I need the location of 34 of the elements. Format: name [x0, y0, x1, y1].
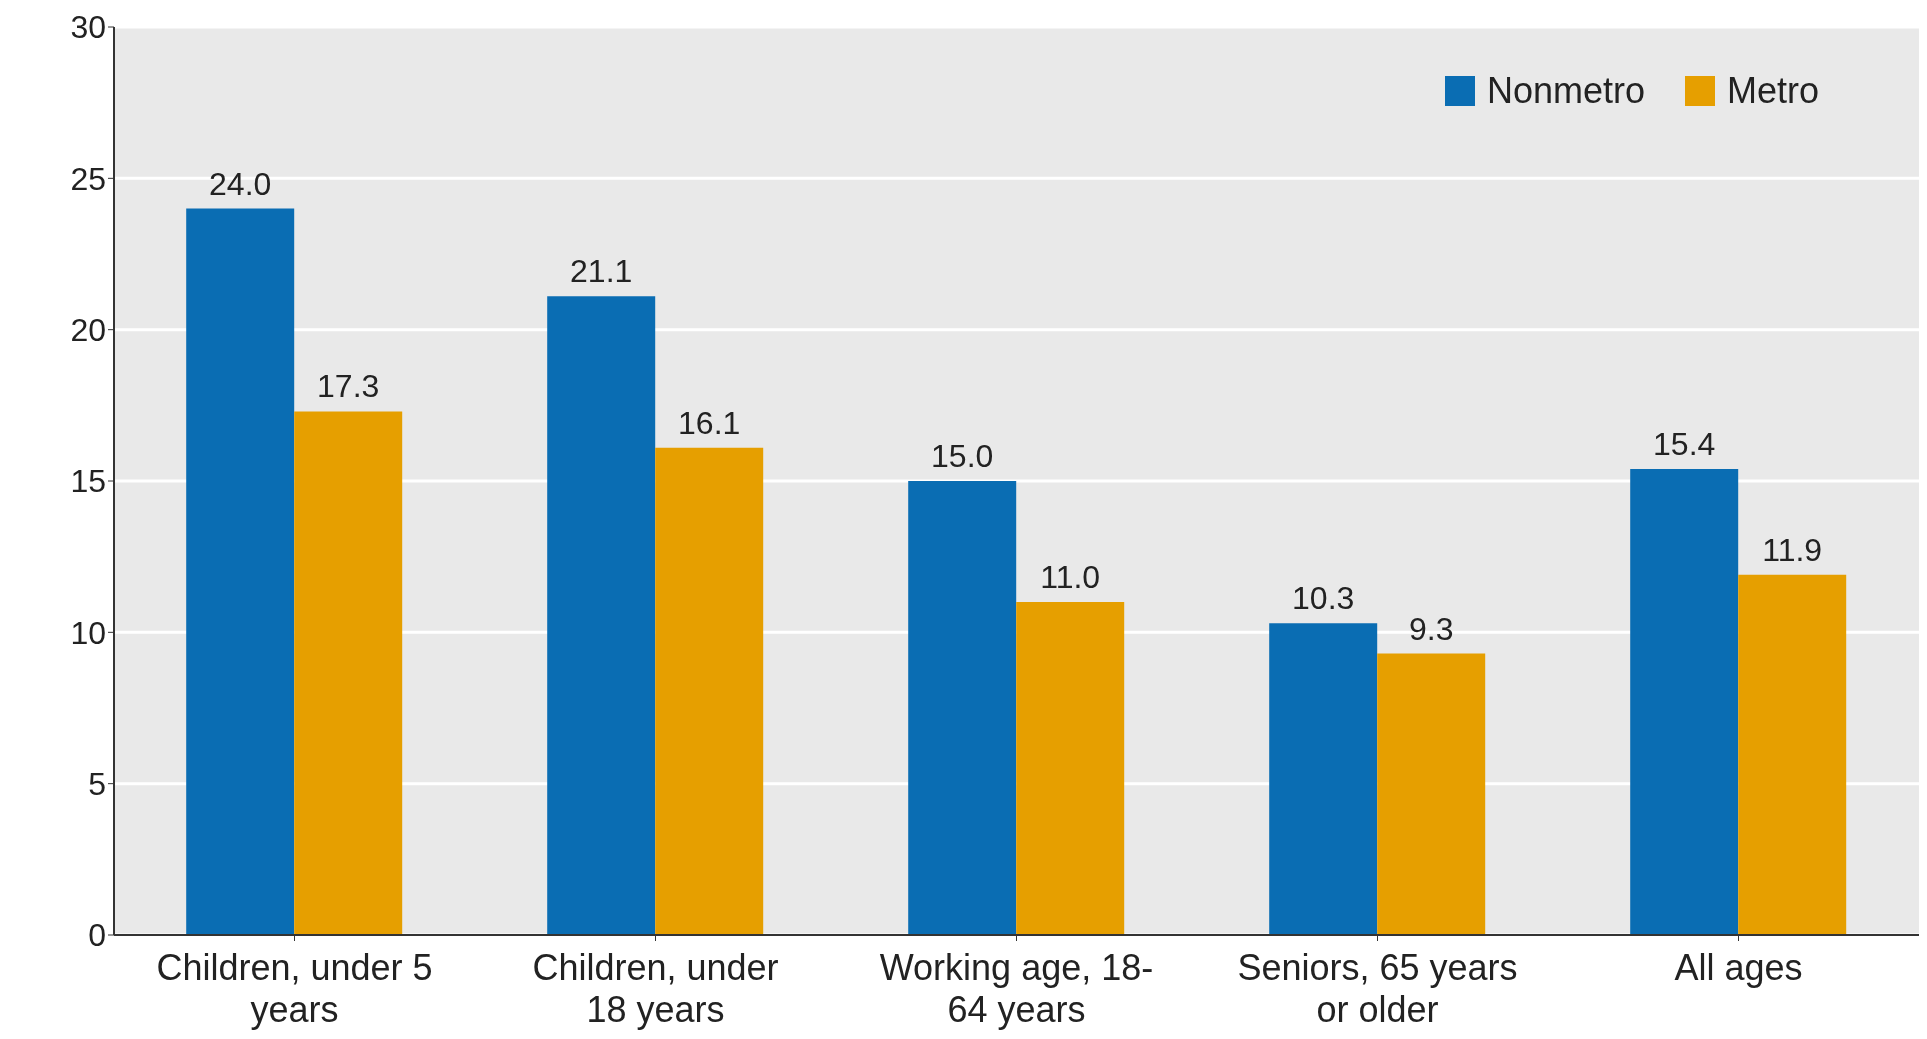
bar: [294, 411, 403, 935]
data-label: 24.0: [209, 165, 272, 202]
data-label: 17.3: [317, 368, 380, 405]
legend-label: Nonmetro: [1486, 70, 1645, 112]
y-tick-label: 20: [70, 312, 106, 349]
y-tick-label: 15: [70, 463, 106, 500]
bar: [1016, 602, 1125, 935]
x-tick-label: All ages: [1673, 947, 1804, 989]
bar: [186, 208, 295, 935]
data-label: 10.3: [1292, 580, 1355, 617]
y-tick-label: 25: [70, 160, 106, 197]
bar: [1377, 653, 1486, 935]
bar: [1738, 574, 1847, 935]
bar: [1269, 623, 1378, 935]
data-label: 11.0: [1040, 559, 1101, 596]
bar: [547, 296, 656, 935]
y-tick-label: 5: [88, 766, 106, 803]
data-label: 16.1: [678, 404, 741, 441]
data-label: 21.1: [570, 253, 633, 290]
x-tick-label: Seniors, 65 years or older: [1236, 947, 1519, 1031]
x-tick-label: Children, under 5 years: [155, 947, 434, 1031]
data-label: 15.0: [931, 438, 994, 474]
legend-label: Metro: [1726, 70, 1819, 112]
bar: [655, 447, 764, 935]
data-label: 9.3: [1408, 610, 1454, 647]
y-tick-label: 10: [70, 614, 106, 651]
data-label: 11.9: [1762, 531, 1823, 568]
y-tick-label: 30: [70, 9, 106, 46]
x-tick-label: Working age, 18-64 years: [878, 947, 1155, 1031]
x-tick-label: Children, under 18 years: [531, 947, 780, 1031]
bar: [908, 481, 1017, 935]
y-tick-label: 0: [88, 917, 106, 954]
data-label: 15.4: [1653, 425, 1716, 462]
bar: [1630, 468, 1739, 935]
